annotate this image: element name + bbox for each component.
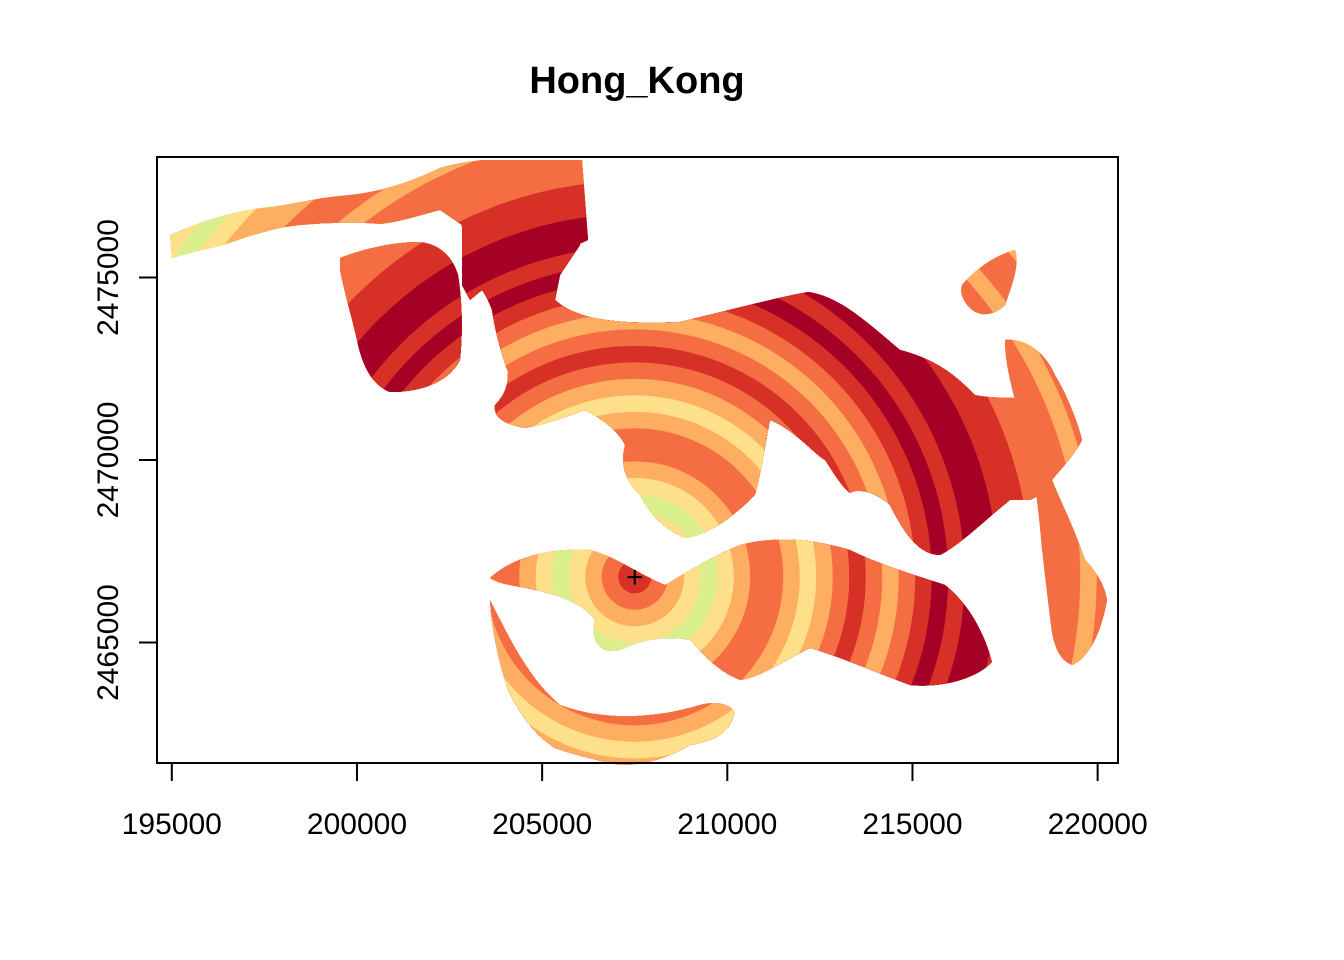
y-tick-label: 2475000 [92,219,125,336]
x-tick-label: 195000 [122,808,222,841]
x-tick-label: 205000 [492,808,592,841]
y-tick-label: 2470000 [92,402,125,519]
y-tick-label: 2465000 [92,584,125,701]
y-axis: 2465000 2470000 2475000 [92,219,158,701]
x-tick-label: 210000 [677,808,777,841]
map-title: Hong_Kong [529,60,744,102]
center-point-marker: + [626,561,644,594]
x-tick-label: 200000 [307,808,407,841]
x-tick-label: 215000 [862,808,962,841]
x-axis: 195000 200000 205000 210000 215000 220000 [122,762,1148,841]
x-tick-label: 220000 [1048,808,1148,841]
